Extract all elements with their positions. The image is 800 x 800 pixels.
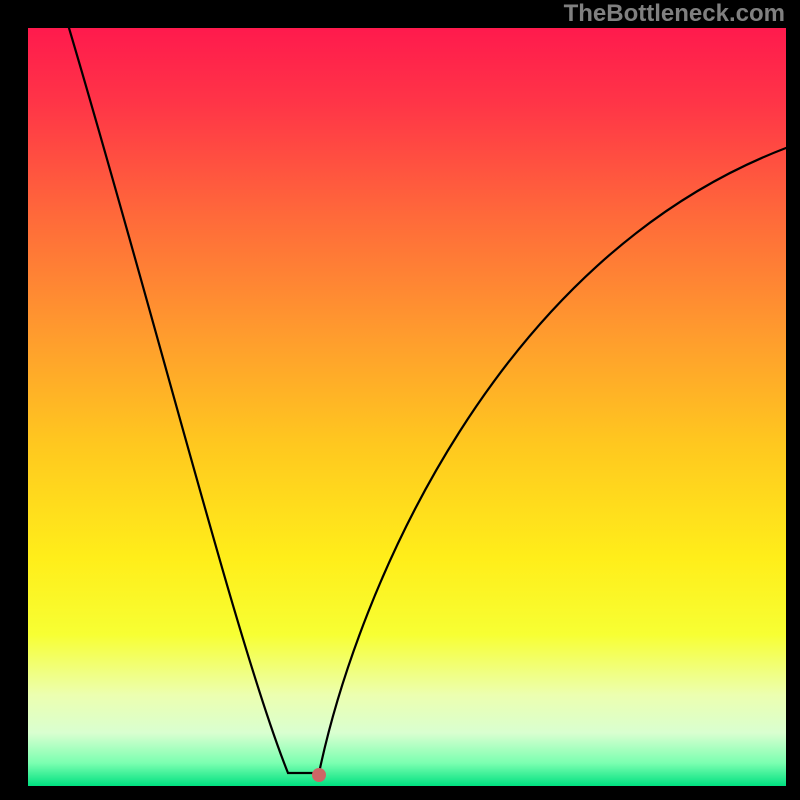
plot-area: [28, 28, 786, 786]
chart-svg: [28, 28, 786, 786]
bottleneck-curve: [69, 28, 786, 773]
watermark-text: TheBottleneck.com: [564, 0, 785, 28]
optimum-marker: [312, 768, 326, 782]
